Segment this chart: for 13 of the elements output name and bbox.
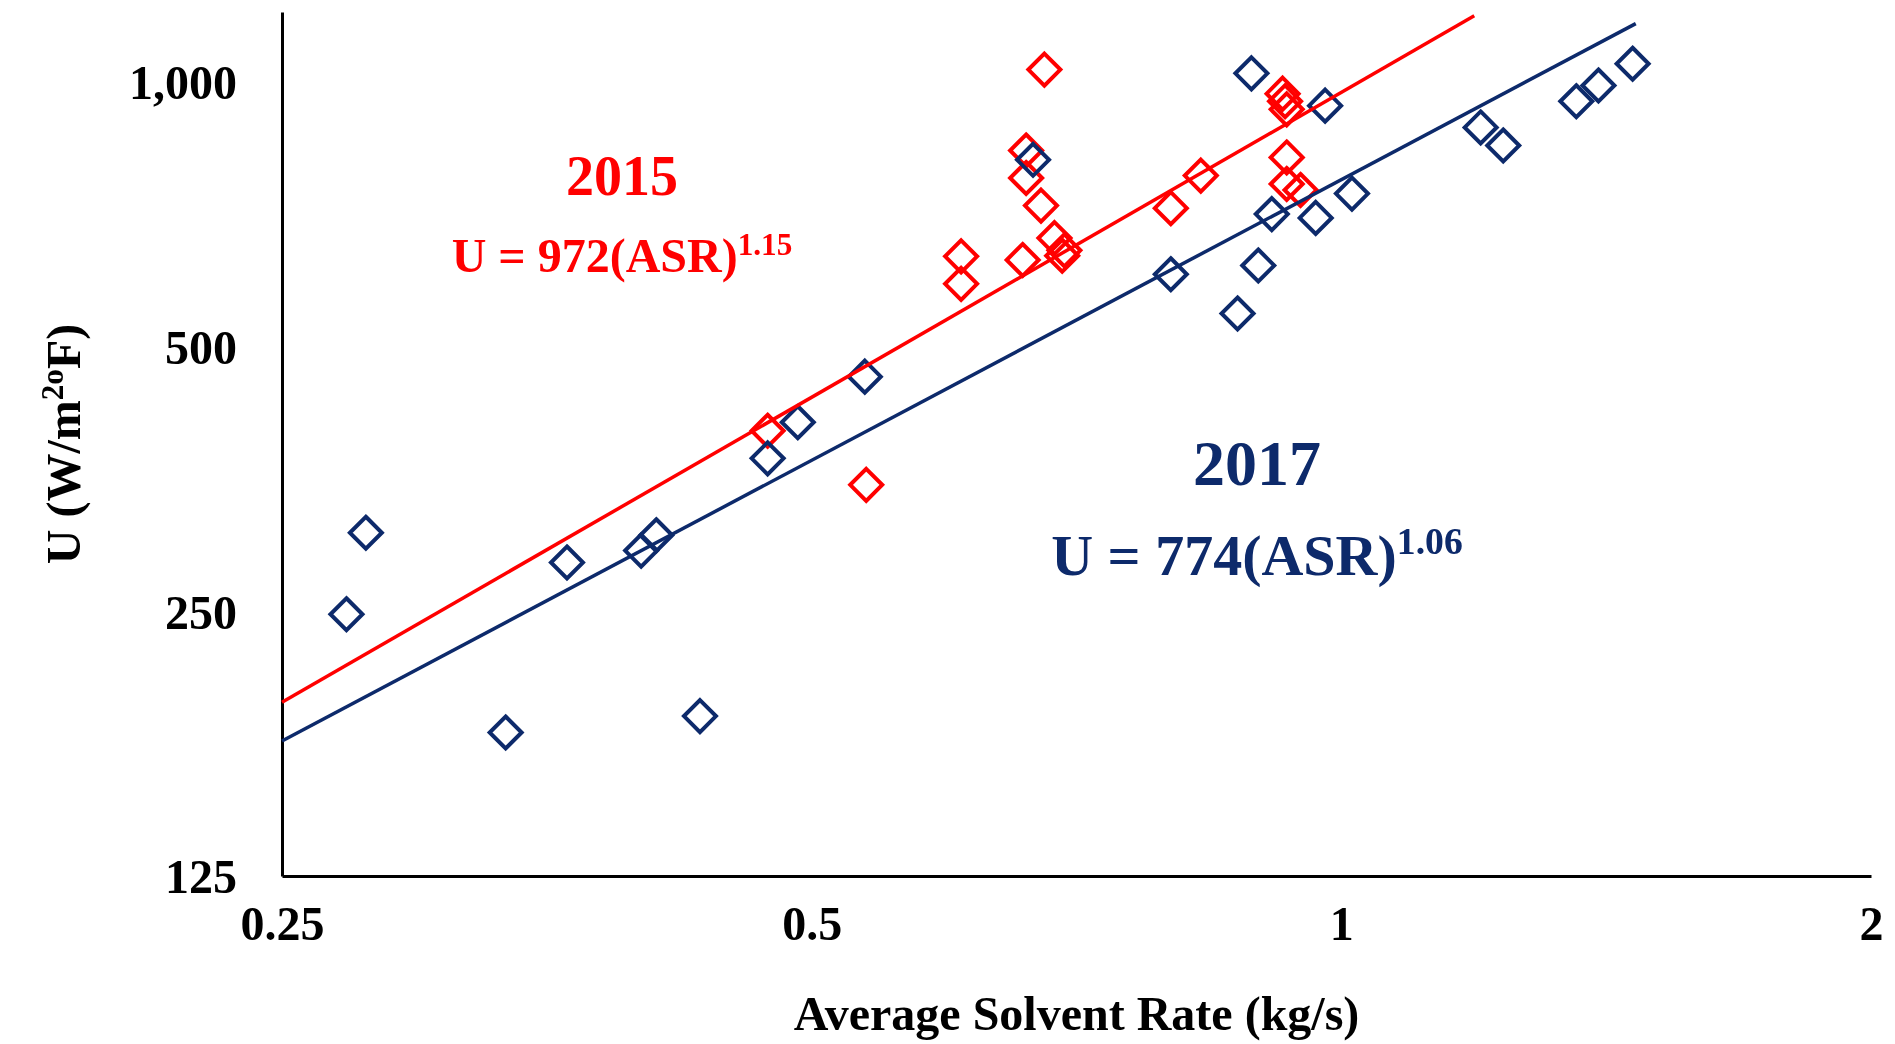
annotation: 2017: [1193, 428, 1321, 499]
x-tick-label: 2: [1859, 897, 1884, 951]
x-axis-title: Average Solvent Rate (kg/s): [793, 987, 1360, 1041]
annotation: U = 774(ASR)$^{1.06}$: [1051, 520, 1463, 588]
x-tick-label: 0.25: [240, 897, 325, 951]
y-tick-label: 250: [165, 585, 237, 639]
y-tick-label: 125: [165, 850, 237, 904]
x-tick-label: 1: [1329, 897, 1354, 951]
annotation: U = 972(ASR)$^{1.15}$: [451, 226, 793, 283]
y-tick-label: 1,000: [129, 55, 237, 109]
x-tick-label: 0.5: [782, 897, 843, 951]
annotation: 2015: [566, 145, 678, 207]
y-tick-label: 500: [165, 320, 237, 374]
